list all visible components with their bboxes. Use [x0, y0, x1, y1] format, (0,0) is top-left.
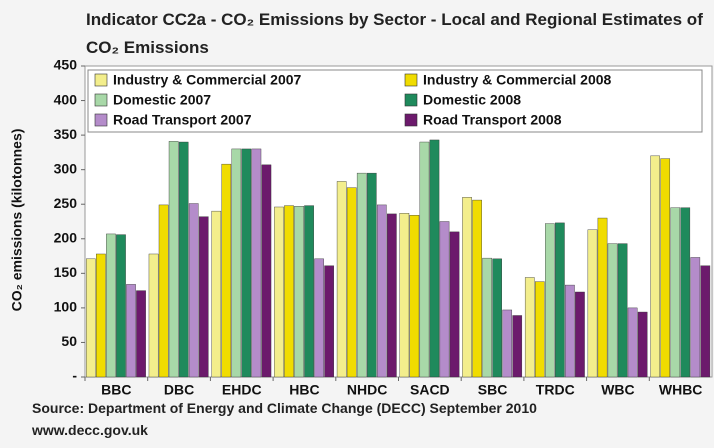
y-tick-label: 400	[54, 91, 78, 107]
bar	[449, 231, 460, 378]
bar	[524, 277, 535, 378]
bar	[462, 197, 472, 378]
legend-swatch	[404, 93, 418, 107]
bar	[670, 207, 681, 378]
bar	[366, 172, 377, 378]
bar	[304, 205, 314, 378]
bar	[251, 148, 262, 378]
legend-label: Industry & Commercial 2008	[423, 72, 612, 88]
bar	[399, 213, 410, 378]
bar	[502, 309, 513, 378]
y-tick-label: 300	[54, 160, 78, 176]
legend-label: Road Transport 2008	[423, 112, 562, 128]
x-tick-label: SBC	[478, 382, 508, 398]
bar	[680, 207, 691, 378]
bar	[158, 204, 169, 378]
y-tick-label: 250	[54, 195, 78, 211]
bar	[482, 257, 492, 378]
bar	[587, 229, 598, 378]
bar	[419, 141, 430, 378]
bar	[700, 265, 711, 378]
bar	[617, 243, 628, 378]
bar	[178, 141, 189, 378]
y-tick-label: 150	[54, 264, 78, 280]
bar	[565, 284, 575, 378]
bar	[545, 223, 555, 378]
bar	[136, 290, 146, 378]
bar	[429, 139, 440, 378]
bar	[324, 265, 334, 378]
bar	[472, 199, 482, 378]
bar	[221, 163, 232, 378]
bar	[356, 172, 367, 378]
x-tick-label: TRDC	[536, 382, 575, 398]
y-tick-label: -	[72, 368, 77, 384]
bar	[409, 215, 420, 378]
legend-label: Domestic 2007	[113, 92, 211, 108]
y-tick-label: 450	[54, 57, 78, 73]
source: Source: Department of Energy and Climate…	[32, 400, 537, 416]
bar	[575, 291, 585, 378]
x-tick-label: DBC	[164, 382, 194, 398]
bar	[106, 233, 116, 378]
chart-title: Indicator CC2a - CO₂ Emissions by Sector…	[86, 10, 703, 57]
bar	[650, 155, 660, 378]
bar	[690, 257, 701, 378]
legend-label: Road Transport 2007	[113, 112, 252, 128]
x-tick-label: NHDC	[347, 382, 387, 398]
legend-swatch	[94, 93, 108, 107]
y-tick-label: 50	[61, 333, 77, 349]
bar	[96, 253, 106, 378]
bar	[294, 206, 304, 378]
bar	[346, 187, 357, 378]
legend-swatch	[404, 73, 418, 87]
bar	[660, 158, 671, 378]
bar	[336, 181, 347, 378]
x-tick-label: SACD	[410, 382, 450, 398]
bar	[231, 148, 242, 378]
bar	[314, 258, 324, 378]
bar	[284, 205, 294, 378]
bar	[607, 243, 618, 378]
x-tick-label: WHBC	[659, 382, 703, 398]
legend-box	[87, 69, 703, 133]
legend-label: Industry & Commercial 2007	[113, 72, 302, 88]
x-tick-label: BBC	[101, 382, 131, 398]
x-tick-label: HBC	[289, 382, 319, 398]
y-axis-label: CO₂ emissions (kilotonnes)	[9, 129, 25, 312]
bar	[555, 222, 565, 378]
bar	[188, 203, 199, 378]
bar	[148, 253, 159, 378]
bar	[597, 217, 608, 378]
bar	[274, 206, 284, 378]
bar	[241, 148, 252, 378]
bar	[168, 141, 179, 378]
bar	[492, 258, 502, 378]
bar	[627, 307, 638, 378]
bar	[198, 216, 209, 378]
bar	[376, 204, 387, 378]
y-tick-label: 200	[54, 229, 78, 245]
y-tick-label: 350	[54, 126, 78, 142]
bar	[116, 234, 126, 378]
bar	[211, 210, 222, 378]
bar	[387, 213, 397, 378]
legend-swatch	[404, 113, 418, 127]
source-url: www.decc.gov.uk	[32, 422, 148, 438]
bar	[439, 221, 450, 378]
bar	[512, 315, 523, 378]
legend-swatch	[94, 113, 108, 127]
x-tick-label: WBC	[601, 382, 634, 398]
bar	[86, 258, 96, 378]
bar	[261, 164, 272, 378]
bar	[637, 311, 648, 378]
bar	[534, 281, 545, 378]
legend-swatch	[94, 73, 108, 87]
legend-label: Domestic 2008	[423, 92, 521, 108]
x-tick-label: EHDC	[222, 382, 262, 398]
bar	[126, 284, 136, 378]
y-tick-label: 100	[54, 299, 78, 315]
